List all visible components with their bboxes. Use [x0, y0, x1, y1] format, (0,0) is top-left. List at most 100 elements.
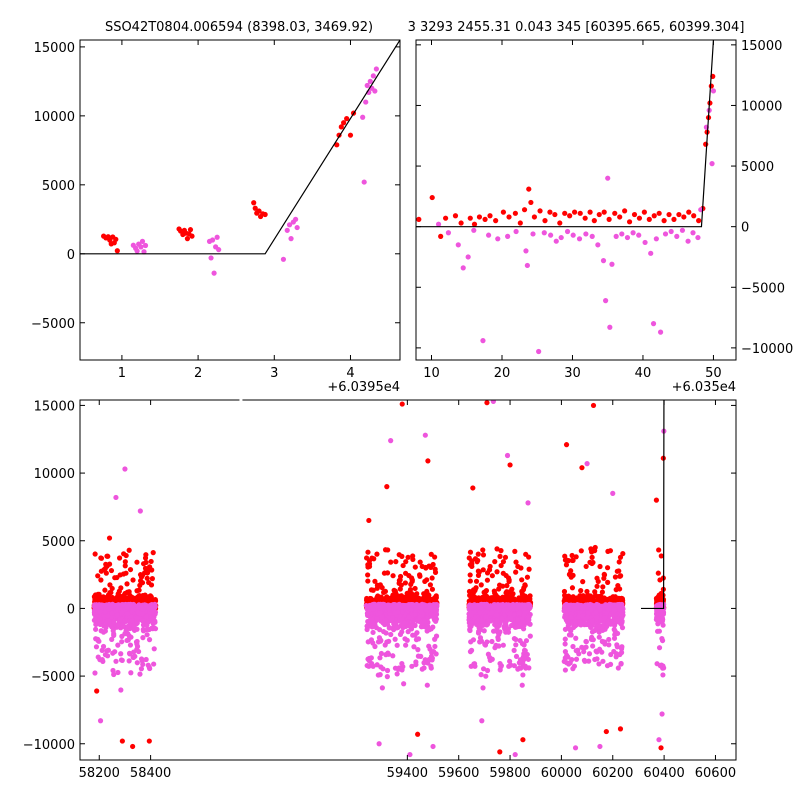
data-point-pink — [654, 236, 659, 241]
data-point-red — [472, 588, 477, 593]
model-line — [416, 40, 713, 227]
data-point-pink — [149, 615, 154, 620]
data-point-red — [117, 555, 122, 560]
data-point-pink — [479, 639, 484, 644]
data-point-pink — [140, 607, 145, 612]
data-point-pink — [528, 634, 533, 639]
data-point-outlier — [388, 438, 393, 443]
data-point-red — [137, 593, 142, 598]
data-point-pink — [112, 649, 117, 654]
data-point-pink — [669, 229, 674, 234]
data-point-pink — [520, 672, 525, 677]
data-point-red — [612, 211, 617, 216]
data-point-red — [468, 216, 473, 221]
data-point-red — [414, 591, 419, 596]
data-point-outlier — [366, 518, 371, 523]
data-point-red — [395, 597, 400, 602]
data-point-pink — [135, 660, 140, 665]
series-pink — [131, 66, 379, 275]
data-point-pink — [469, 664, 474, 669]
data-point-pink — [456, 242, 461, 247]
data-point-pink — [466, 254, 471, 259]
data-point-red — [393, 559, 398, 564]
data-point-red — [570, 585, 575, 590]
data-point-red — [380, 585, 385, 590]
data-point-pink — [395, 610, 400, 615]
data-point-red — [590, 555, 595, 560]
data-point-red — [552, 212, 557, 217]
data-point-pink — [503, 621, 508, 626]
data-point-pink — [403, 643, 408, 648]
data-point-red — [251, 200, 256, 205]
plot-frame — [80, 40, 400, 360]
data-point-outlier — [423, 433, 428, 438]
data-point-pink — [140, 239, 145, 244]
data-point-pink — [477, 610, 482, 615]
data-point-red — [416, 217, 421, 222]
data-point-red — [525, 575, 530, 580]
data-point-outlier — [122, 466, 127, 471]
data-point-red — [602, 572, 607, 577]
data-point-red — [365, 572, 370, 577]
data-point-pink — [120, 622, 125, 627]
data-point-pink — [128, 635, 133, 640]
data-point-pink — [140, 662, 145, 667]
data-point-red — [488, 564, 493, 569]
data-point-pink — [483, 614, 488, 619]
y-tick-label: 0 — [741, 221, 749, 236]
data-point-pink — [211, 271, 216, 276]
data-point-pink — [523, 664, 528, 669]
data-point-red — [487, 213, 492, 218]
data-point-red — [597, 212, 602, 217]
data-point-pink — [497, 623, 502, 628]
data-point-red — [592, 218, 597, 223]
data-point-red — [105, 554, 110, 559]
data-point-red — [570, 573, 575, 578]
season-points — [92, 399, 667, 757]
data-point-red — [627, 219, 632, 224]
data-point-red — [392, 588, 397, 593]
data-point-pink — [132, 624, 137, 629]
data-point-pink — [147, 666, 152, 671]
data-point-red — [519, 577, 524, 582]
data-point-pink — [406, 629, 411, 634]
x-tick-label: 4 — [346, 366, 354, 381]
data-point-pink — [523, 648, 528, 653]
data-point-pink — [380, 614, 385, 619]
data-point-red — [570, 558, 575, 563]
data-point-pink — [485, 668, 490, 673]
data-point-pink — [104, 648, 109, 653]
data-point-pink — [110, 668, 115, 673]
data-point-red — [562, 211, 567, 216]
data-point-red — [149, 597, 154, 602]
data-point-pink — [583, 231, 588, 236]
plot-frame — [416, 40, 736, 360]
data-point-pink — [428, 664, 433, 669]
y-tick-label: 10000 — [34, 110, 75, 125]
data-point-red — [513, 570, 518, 575]
data-point-red — [578, 594, 583, 599]
data-point-red — [438, 234, 443, 239]
data-point-red — [681, 214, 686, 219]
data-point-pink — [390, 653, 395, 658]
data-point-red — [123, 571, 128, 576]
data-point-red — [151, 550, 156, 555]
data-point-red — [485, 570, 490, 575]
data-point-red — [703, 142, 708, 147]
data-point-red — [417, 572, 422, 577]
data-point-red — [468, 550, 473, 555]
data-point-red — [567, 213, 572, 218]
data-point-red — [374, 596, 379, 601]
data-point-red — [588, 546, 593, 551]
data-point-pink — [571, 233, 576, 238]
data-point-red — [492, 559, 497, 564]
data-point-pink — [480, 685, 485, 690]
data-point-red — [459, 220, 464, 225]
x-offset-label: +6.035e4 — [672, 380, 736, 395]
data-point-red — [512, 549, 517, 554]
x-tick-label: 2 — [194, 366, 202, 381]
data-point-red — [130, 577, 135, 582]
model-line — [80, 40, 400, 254]
data-point-red — [477, 569, 482, 574]
